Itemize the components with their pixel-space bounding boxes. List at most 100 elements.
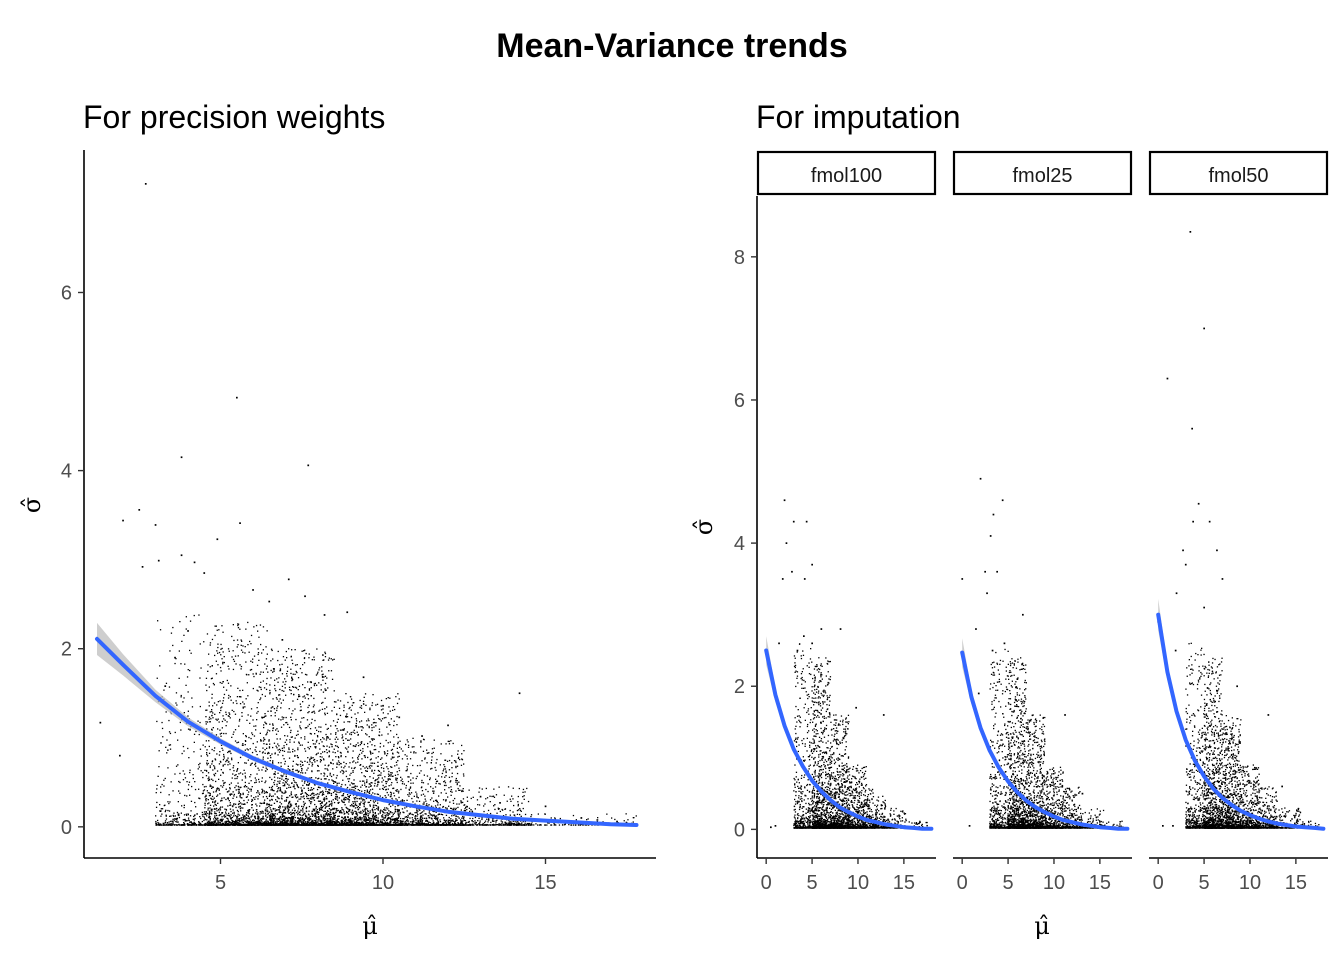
left-data-point xyxy=(260,822,263,824)
left-data-point xyxy=(284,815,286,818)
left-data-point xyxy=(330,813,332,816)
left-data-point xyxy=(238,824,240,826)
left-data-point xyxy=(356,806,358,809)
left-data-point xyxy=(165,824,168,826)
left-data-point xyxy=(309,794,312,796)
left-data-point xyxy=(352,794,355,796)
left-data-point xyxy=(360,786,362,788)
left-data-point xyxy=(176,821,178,823)
left-data-point xyxy=(227,757,229,759)
left-data-point xyxy=(324,708,326,710)
left-data-point xyxy=(286,805,288,808)
left-data-point xyxy=(232,797,234,799)
left-data-point xyxy=(250,790,252,792)
left-data-point xyxy=(322,818,324,820)
left-data-point xyxy=(194,814,196,816)
left-data-point xyxy=(248,811,250,813)
left-data-point xyxy=(263,737,265,739)
left-data-point xyxy=(306,674,308,676)
left-data-point xyxy=(306,795,308,798)
left-data-point xyxy=(199,797,201,800)
left-data-point xyxy=(177,739,179,741)
left-data-point xyxy=(334,745,337,747)
left-data-point xyxy=(223,757,225,759)
left-data-point xyxy=(255,765,257,767)
left-data-point xyxy=(202,783,204,786)
left-data-point xyxy=(313,684,316,687)
left-data-point xyxy=(393,812,395,814)
left-data-point xyxy=(208,802,210,804)
left-data-point xyxy=(365,786,367,788)
left-data-point xyxy=(233,821,235,823)
left-data-point xyxy=(395,789,397,792)
left-data-point xyxy=(208,824,210,826)
left-data-point xyxy=(171,824,173,826)
left-data-point xyxy=(283,750,286,752)
left-data-point xyxy=(280,726,283,728)
left-data-point xyxy=(219,700,221,702)
left-data-point xyxy=(270,819,272,821)
left-data-point xyxy=(365,766,368,768)
left-data-point xyxy=(320,731,322,733)
left-data-point xyxy=(324,786,326,789)
left-data-point xyxy=(228,790,230,792)
left-data-point xyxy=(330,743,332,745)
left-data-point xyxy=(313,758,316,761)
left-data-point xyxy=(313,759,315,761)
left-data-point xyxy=(246,824,248,826)
left-data-point xyxy=(187,728,190,730)
left-data-point xyxy=(328,808,331,810)
left-data-point xyxy=(240,793,242,796)
left-data-point xyxy=(208,686,210,688)
left-data-point xyxy=(273,814,275,816)
left-data-point xyxy=(210,821,213,823)
left-data-point xyxy=(362,802,364,805)
left-data-point xyxy=(268,805,270,807)
left-data-point xyxy=(246,801,248,804)
left-data-point xyxy=(308,711,310,713)
left-data-point xyxy=(385,762,387,764)
left-data-point xyxy=(325,723,327,726)
left-data-point xyxy=(261,818,263,820)
left-data-point xyxy=(326,728,328,730)
left-data-point xyxy=(385,739,387,742)
left-data-point xyxy=(259,698,261,701)
left-data-point xyxy=(328,805,330,807)
left-data-point xyxy=(239,808,241,810)
left-data-point xyxy=(313,683,315,685)
left-data-point xyxy=(309,746,312,748)
left-data-point xyxy=(257,653,259,656)
left-data-point xyxy=(189,649,191,652)
left-data-point xyxy=(194,824,197,826)
left-data-point xyxy=(275,697,278,699)
left-data-point xyxy=(221,822,224,825)
left-data-point xyxy=(254,817,256,819)
left-data-point xyxy=(263,802,266,804)
left-data-point xyxy=(373,801,375,804)
left-data-point xyxy=(250,774,252,776)
left-data-point xyxy=(212,798,214,801)
left-data-point xyxy=(231,656,233,658)
left-data-point xyxy=(216,819,218,821)
left-data-point xyxy=(209,822,211,825)
left-data-point xyxy=(251,661,254,663)
left-data-point xyxy=(199,822,201,825)
left-data-point xyxy=(231,757,233,759)
left-data-point xyxy=(236,819,239,821)
left-data-point xyxy=(322,654,324,656)
left-data-point xyxy=(235,823,238,826)
left-data-point xyxy=(282,814,284,816)
left-data-point xyxy=(289,822,291,824)
left-data-point xyxy=(382,796,384,799)
left-data-point xyxy=(341,737,343,739)
left-data-point xyxy=(393,818,395,820)
left-data-point xyxy=(232,773,234,775)
left-data-point xyxy=(278,677,280,679)
left-data-point xyxy=(310,802,312,805)
left-data-point xyxy=(389,818,392,820)
left-data-point xyxy=(218,824,220,826)
left-data-point xyxy=(295,797,298,799)
left-data-point xyxy=(263,801,265,803)
left-data-point xyxy=(255,725,257,727)
left-data-point xyxy=(258,816,260,818)
